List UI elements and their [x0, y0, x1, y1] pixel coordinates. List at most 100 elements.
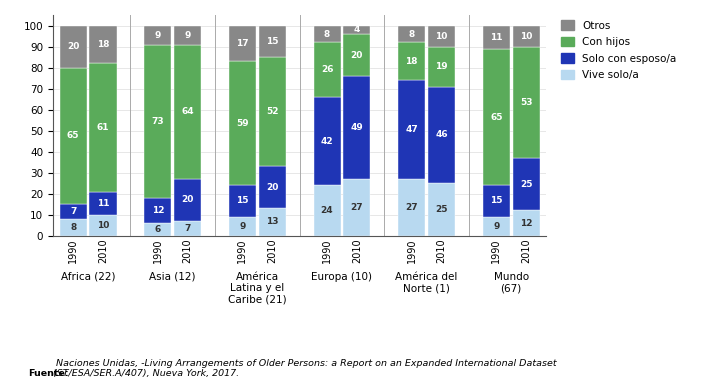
Text: 26: 26 — [321, 65, 333, 74]
Text: 10: 10 — [520, 32, 532, 41]
Bar — [428, 26, 455, 47]
Text: 49: 49 — [350, 123, 363, 132]
Text: 10: 10 — [435, 32, 448, 41]
Bar — [229, 26, 256, 62]
Bar — [90, 192, 116, 215]
Bar — [314, 185, 341, 236]
Text: 59: 59 — [236, 119, 249, 128]
Bar — [145, 198, 171, 223]
Text: 15: 15 — [490, 196, 503, 206]
Text: 7: 7 — [185, 224, 191, 233]
Text: 27: 27 — [405, 203, 418, 212]
Bar — [483, 217, 510, 236]
Text: 6: 6 — [154, 225, 161, 234]
Text: 11: 11 — [97, 199, 109, 207]
Bar — [174, 44, 201, 179]
Text: 12: 12 — [520, 218, 532, 228]
Text: 7: 7 — [70, 207, 76, 216]
Text: Africa (22): Africa (22) — [61, 272, 116, 282]
Bar — [343, 34, 370, 76]
Bar — [343, 179, 370, 236]
Bar — [398, 26, 425, 43]
Bar — [483, 185, 510, 217]
Text: 8: 8 — [408, 30, 415, 39]
Bar — [145, 26, 171, 44]
Text: América
Latina y el
Caribe (21): América Latina y el Caribe (21) — [228, 272, 287, 305]
Text: 25: 25 — [520, 180, 532, 189]
Text: 12: 12 — [152, 206, 164, 215]
Text: 20: 20 — [67, 42, 80, 51]
Text: 15: 15 — [236, 196, 249, 206]
Text: 9: 9 — [154, 31, 161, 40]
Text: 27: 27 — [350, 203, 363, 212]
Text: 52: 52 — [266, 107, 278, 116]
Bar — [174, 26, 201, 44]
Bar — [174, 221, 201, 236]
Text: 64: 64 — [181, 107, 194, 116]
Bar — [229, 217, 256, 236]
Text: 65: 65 — [490, 112, 503, 122]
Text: 73: 73 — [152, 117, 164, 126]
Text: 15: 15 — [266, 37, 278, 46]
Bar — [259, 26, 286, 57]
Bar — [145, 44, 171, 198]
Bar — [229, 185, 256, 217]
Bar — [60, 219, 87, 236]
Text: 25: 25 — [435, 205, 448, 214]
Text: 18: 18 — [405, 57, 418, 66]
Bar — [60, 204, 87, 219]
Text: 47: 47 — [405, 125, 418, 134]
Legend: Otros, Con hijos, Solo con esposo/a, Vive solo/a: Otros, Con hijos, Solo con esposo/a, Viv… — [561, 21, 677, 80]
Bar — [145, 223, 171, 236]
Text: 19: 19 — [435, 62, 448, 71]
Text: 61: 61 — [97, 123, 109, 132]
Text: Europa (10): Europa (10) — [312, 272, 372, 282]
Text: América del
Norte (1): América del Norte (1) — [396, 272, 458, 293]
Bar — [343, 26, 370, 34]
Text: 9: 9 — [493, 222, 499, 231]
Text: 20: 20 — [350, 51, 363, 60]
Bar — [398, 80, 425, 179]
Text: 18: 18 — [97, 40, 109, 49]
Bar — [483, 26, 510, 49]
Bar — [513, 26, 539, 47]
Text: Naciones Unidas, ­Living Arrangements of Older Persons: a Report on an Expanded : Naciones Unidas, ­Living Arrangements of… — [53, 359, 556, 378]
Bar — [513, 158, 539, 211]
Text: 24: 24 — [321, 206, 333, 215]
Bar — [428, 183, 455, 236]
Bar — [174, 179, 201, 221]
Bar — [90, 63, 116, 192]
Bar — [314, 97, 341, 185]
Bar — [60, 26, 87, 68]
Bar — [90, 215, 116, 236]
Text: 65: 65 — [67, 131, 80, 140]
Text: Asia (12): Asia (12) — [149, 272, 196, 282]
Bar — [343, 76, 370, 179]
Text: 42: 42 — [321, 137, 333, 146]
Text: 8: 8 — [324, 30, 330, 39]
Text: 10: 10 — [97, 221, 109, 230]
Bar — [428, 87, 455, 183]
Bar — [90, 26, 116, 63]
Text: 9: 9 — [185, 31, 191, 40]
Text: 9: 9 — [239, 222, 245, 231]
Bar — [428, 47, 455, 87]
Text: Mundo
(67): Mundo (67) — [493, 272, 529, 293]
Bar — [259, 166, 286, 208]
Bar — [314, 43, 341, 97]
Bar — [259, 208, 286, 236]
Text: 53: 53 — [520, 98, 532, 107]
Text: Fuente:: Fuente: — [28, 369, 69, 378]
Text: 46: 46 — [435, 130, 448, 139]
Text: 17: 17 — [236, 39, 249, 48]
Text: 20: 20 — [181, 195, 194, 204]
Bar — [513, 211, 539, 236]
Bar — [513, 47, 539, 158]
Bar — [314, 26, 341, 43]
Bar — [60, 68, 87, 204]
Text: 11: 11 — [490, 33, 503, 42]
Bar — [398, 179, 425, 236]
Text: 8: 8 — [70, 223, 76, 232]
Bar — [483, 49, 510, 185]
Bar — [259, 57, 286, 166]
